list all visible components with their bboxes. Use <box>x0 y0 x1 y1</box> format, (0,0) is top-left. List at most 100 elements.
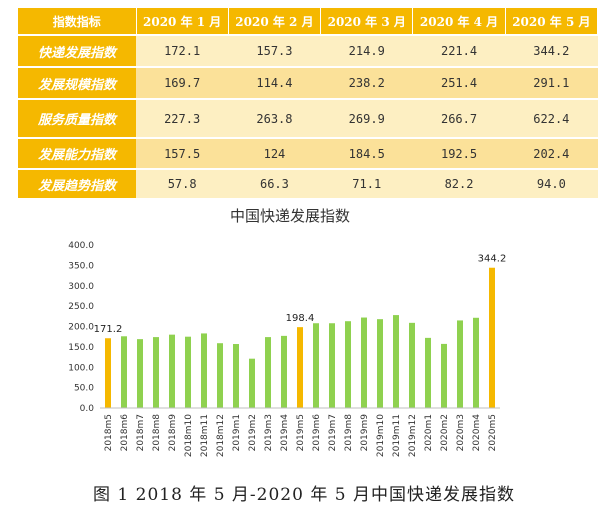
table-cell: 94.0 <box>505 168 598 198</box>
table-cell: 57.8 <box>136 168 229 198</box>
bar-2020m3 <box>457 320 463 408</box>
y-axis: 0.0 50.0 100.0 150.0 200.0 250.0 300.0 350.0 400… <box>68 241 94 414</box>
bar-2019m7 <box>329 323 335 408</box>
data-label: 344.2 <box>478 254 507 265</box>
x-tick-label: 2018m11 <box>200 414 210 457</box>
chart-title: 中国快递发展指数 <box>230 207 350 225</box>
x-tick-label: 2019m1 <box>232 414 242 451</box>
table-cell: 221.4 <box>412 34 506 67</box>
table-cell: 269.9 <box>320 98 413 138</box>
x-tick-label: 2018m10 <box>184 414 194 457</box>
header-cell: 2020 年 5 月 <box>505 8 599 35</box>
bar-2019m8 <box>345 321 351 408</box>
header-cell: 2020 年 2 月 <box>228 8 322 35</box>
x-tick-label: 2019m6 <box>312 414 322 452</box>
x-tick-label: 2020m4 <box>472 414 482 452</box>
bar-2019m12 <box>409 322 415 408</box>
x-axis: 2018m5 2018m6 2018m7 2018m8 2018m9 2018m10 201… <box>100 407 500 457</box>
bar-2018m12 <box>217 343 223 408</box>
x-tick-label: 2019m12 <box>408 414 418 457</box>
x-tick-label: 2019m4 <box>280 414 290 452</box>
bar-2019m10 <box>377 319 383 408</box>
bar-2018m8 <box>153 337 159 408</box>
y-tick-label: 0.0 <box>80 404 95 414</box>
x-tick-label: 2019m9 <box>360 414 370 452</box>
bar-2018m10 <box>185 336 191 408</box>
x-tick-label: 2018m6 <box>120 414 130 452</box>
y-tick-label: 50.0 <box>74 384 94 394</box>
y-tick-label: 250.0 <box>68 302 94 312</box>
figure-caption: 图 1 2018 年 5 月-2020 年 5 月中国快递发展指数 <box>93 485 515 505</box>
data-label: 171.2 <box>94 324 123 335</box>
data-label: 198.4 <box>286 313 315 324</box>
bar-2019m11 <box>393 315 399 408</box>
row-label: 快递发展指数 <box>18 34 136 67</box>
table-cell: 192.5 <box>412 137 506 169</box>
table-cell: 71.1 <box>320 168 413 198</box>
x-tick-label: 2018m12 <box>216 414 226 457</box>
bar-2020m5 <box>489 267 495 408</box>
header-cell: 2020 年 1 月 <box>136 8 229 35</box>
bar-2020m2 <box>441 343 447 408</box>
x-tick-label: 2019m2 <box>248 414 258 451</box>
table-cell: 202.4 <box>505 137 598 169</box>
bar-2018m5 <box>105 338 111 408</box>
bar-2019m3 <box>265 337 271 408</box>
table-cell: 266.7 <box>412 98 506 138</box>
x-tick-label: 2020m5 <box>488 414 498 451</box>
x-tick-label: 2018m5 <box>104 414 114 451</box>
bar-2018m11 <box>201 333 207 408</box>
table-cell: 251.4 <box>412 66 506 99</box>
row-label: 服务质量指数 <box>18 98 136 138</box>
x-tick-label: 2019m11 <box>392 414 402 457</box>
y-tick-label: 300.0 <box>68 282 94 292</box>
x-tick-label: 2020m1 <box>424 414 434 451</box>
table-cell: 344.2 <box>505 34 598 67</box>
bar-2018m6 <box>121 336 127 408</box>
bar-2018m9 <box>169 334 175 408</box>
x-tick-label: 2019m10 <box>376 414 386 457</box>
y-tick-label: 100.0 <box>68 363 94 373</box>
bar-2020m1 <box>425 337 431 408</box>
table-cell: 82.2 <box>412 168 506 198</box>
table-cell: 263.8 <box>228 98 321 138</box>
table-cell: 66.3 <box>228 168 321 198</box>
row-label: 发展规模指数 <box>18 66 136 99</box>
x-tick-label: 2020m3 <box>456 414 466 451</box>
header-cell: 2020 年 4 月 <box>412 8 506 35</box>
bar-2019m2 <box>249 358 255 408</box>
x-tick-label: 2019m8 <box>344 414 354 452</box>
table-cell: 157.3 <box>228 34 321 67</box>
row-label: 发展能力指数 <box>18 137 136 169</box>
x-tick-label: 2018m8 <box>152 414 162 452</box>
bar-2019m4 <box>281 335 287 408</box>
y-tick-label: 400.0 <box>68 241 94 251</box>
bar-2020m4 <box>473 317 479 408</box>
table-row: 发展趋势指数 57.8 66.3 71.1 82.2 94.0 <box>18 168 598 198</box>
table-cell: 291.1 <box>505 66 598 99</box>
x-tick-label: 2019m5 <box>296 414 306 451</box>
x-tick-label: 2018m9 <box>168 414 178 452</box>
y-tick-label: 200.0 <box>68 323 94 333</box>
x-tick-label: 2019m3 <box>264 414 274 451</box>
table-cell: 157.5 <box>136 137 229 169</box>
table-cell: 169.7 <box>136 66 229 99</box>
table-cell: 238.2 <box>320 66 413 99</box>
table-cell: 214.9 <box>320 34 413 67</box>
bar-2019m1 <box>233 344 239 408</box>
bar-2019m9 <box>361 317 367 408</box>
table-cell: 114.4 <box>228 66 321 99</box>
y-tick-label: 350.0 <box>68 261 94 271</box>
header-cell: 2020 年 3 月 <box>320 8 414 35</box>
bar-series <box>105 267 495 408</box>
y-tick-label: 150.0 <box>68 343 94 353</box>
bar-2019m6 <box>313 323 319 408</box>
table-cell: 184.5 <box>320 137 413 169</box>
table-row: 快递发展指数 172.1 157.3 214.9 221.4 344.2 <box>18 34 598 67</box>
table-cell: 622.4 <box>505 98 598 138</box>
row-label: 发展趋势指数 <box>18 168 136 198</box>
express-index-chart: 中国快递发展指数 0.0 50.0 100.0 150.0 200.0 250.0 300.… <box>68 207 507 457</box>
header-cell: 指数指标 <box>18 8 137 35</box>
table-header-row: 指数指标 2020 年 1 月 2020 年 2 月 2020 年 3 月 20… <box>18 8 599 35</box>
table-cell: 227.3 <box>136 98 229 138</box>
